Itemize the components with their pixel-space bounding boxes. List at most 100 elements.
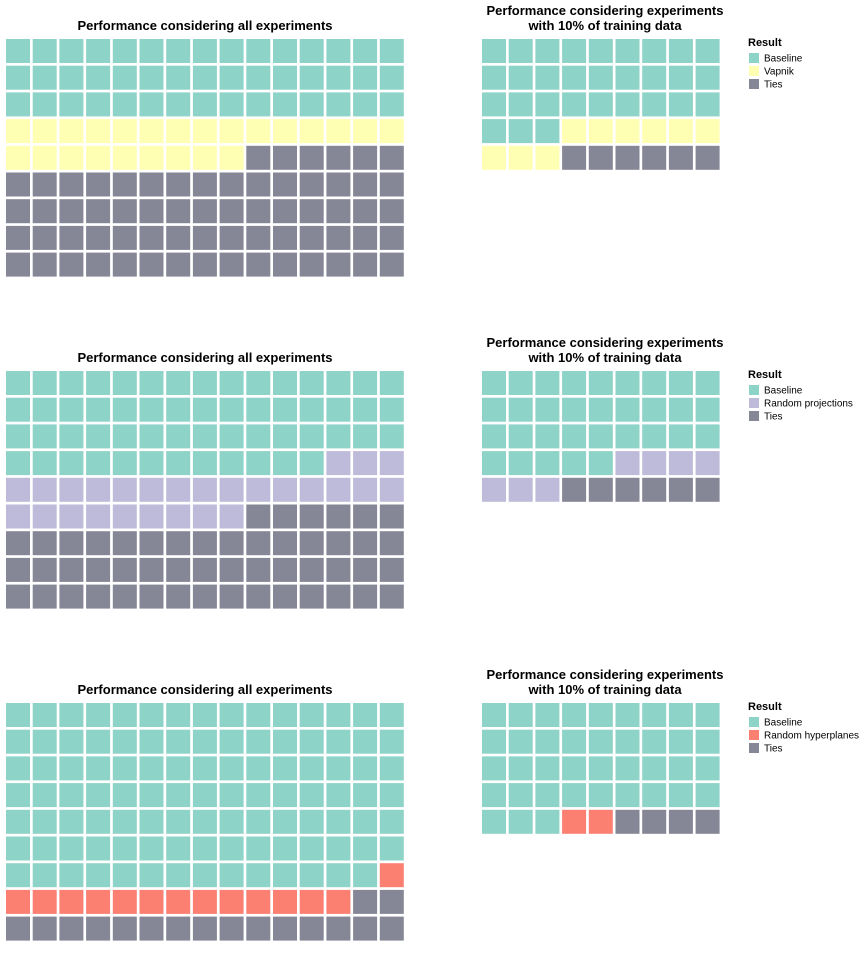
waffle-cell-baseline: [535, 703, 560, 727]
waffle-cell-ties: [326, 504, 351, 529]
waffle-cell-baseline: [219, 65, 244, 90]
waffle-cell-baseline: [508, 809, 533, 834]
waffle-cell-baseline: [219, 371, 244, 395]
waffle-cell-baseline: [299, 783, 324, 808]
waffle-cell-baseline: [6, 783, 30, 808]
waffle-cell-ties: [192, 225, 217, 250]
waffle-cell-baseline: [379, 92, 404, 117]
waffle-cell-ties: [353, 199, 378, 224]
waffle-cell-ties: [86, 225, 111, 250]
waffle-cell-baseline: [32, 809, 57, 834]
waffle-cell-baseline: [166, 836, 191, 861]
waffle-cell-ties: [562, 145, 587, 170]
waffle-cell-ties: [6, 199, 30, 224]
waffle-cell-baseline: [112, 397, 137, 422]
waffle-cell-vapnik: [166, 145, 191, 170]
waffle-cell-ties: [86, 557, 111, 582]
waffle-cell-ties: [326, 225, 351, 250]
waffle-cell-baseline: [6, 809, 30, 834]
waffle-cell-baseline: [508, 119, 533, 144]
waffle-cell-ties: [166, 531, 191, 556]
waffle-cell-ties: [588, 477, 613, 502]
waffle-cell-baseline: [482, 39, 506, 63]
waffle-cell-baseline: [6, 424, 30, 449]
waffle-cell-baseline: [299, 809, 324, 834]
waffle-cell-baseline: [588, 65, 613, 90]
waffle-cell-baseline: [112, 809, 137, 834]
waffle-cell-baseline: [219, 729, 244, 754]
waffle-cell-ties: [86, 199, 111, 224]
waffle-cell-ties: [219, 584, 244, 609]
waffle-cell-vapnik: [59, 119, 84, 144]
waffle-cell-baseline: [353, 729, 378, 754]
waffle-cell-ties: [299, 916, 324, 941]
waffle-cell-ties: [273, 504, 297, 529]
waffle-cell-baseline: [562, 424, 587, 449]
waffle-cell-random-projections: [86, 477, 111, 502]
waffle-cell-ties: [59, 557, 84, 582]
waffle-cell-ties: [273, 252, 297, 277]
waffle-cell-baseline: [642, 39, 667, 63]
legend-label-ties: Ties: [764, 412, 783, 423]
legend-label-ties: Ties: [764, 80, 783, 91]
waffle-cell-ties: [139, 172, 164, 197]
waffle-cell-ties: [379, 504, 404, 529]
chart-title: with 10% of training data: [527, 18, 682, 33]
waffle-cell-baseline: [32, 65, 57, 90]
waffle-cell-baseline: [139, 39, 164, 63]
waffle-cell-baseline: [192, 729, 217, 754]
waffle-cell-baseline: [32, 424, 57, 449]
waffle-cell-baseline: [508, 39, 533, 63]
waffle-cell-ties: [192, 916, 217, 941]
waffle-cell-baseline: [642, 703, 667, 727]
waffle-cell-baseline: [508, 65, 533, 90]
legend-label-random-hyperplanes: Random hyperplanes: [764, 731, 859, 742]
waffle-cell-baseline: [508, 783, 533, 808]
legend-swatch-baseline: [749, 717, 759, 727]
waffle-cell-baseline: [139, 756, 164, 781]
waffle-cell-ties: [273, 584, 297, 609]
waffle-cell-baseline: [166, 729, 191, 754]
waffle-cell-ties: [326, 916, 351, 941]
waffle-cell-baseline: [668, 424, 693, 449]
waffle-cell-ties: [642, 145, 667, 170]
waffle-cell-baseline: [299, 92, 324, 117]
waffle-cell-random-projections: [59, 477, 84, 502]
waffle-cell-baseline: [246, 451, 271, 476]
waffle-cell-random-hyperplanes: [588, 809, 613, 834]
waffle-cell-vapnik: [668, 119, 693, 144]
waffle-cell-baseline: [668, 756, 693, 781]
waffle-cell-baseline: [508, 451, 533, 476]
waffle-cell-ties: [192, 199, 217, 224]
waffle-cell-ties: [6, 252, 30, 277]
waffle-cell-baseline: [508, 92, 533, 117]
waffle-cell-random-hyperplanes: [273, 889, 297, 914]
waffle-cell-baseline: [273, 729, 297, 754]
waffle-cell-baseline: [273, 397, 297, 422]
waffle-cell-ties: [299, 199, 324, 224]
waffle-cell-baseline: [562, 39, 587, 63]
waffle-cell-random-hyperplanes: [59, 889, 84, 914]
waffle-cell-baseline: [668, 397, 693, 422]
waffle-cell-baseline: [588, 371, 613, 395]
waffle-cell-ties: [32, 199, 57, 224]
waffle-cell-random-hyperplanes: [379, 863, 404, 888]
waffle-cell-baseline: [59, 39, 84, 63]
waffle-cell-baseline: [535, 39, 560, 63]
waffle-cell-baseline: [482, 92, 506, 117]
waffle-cell-random-hyperplanes: [299, 889, 324, 914]
waffle-cell-baseline: [615, 424, 640, 449]
waffle-cell-baseline: [642, 371, 667, 395]
waffle-cell-random-projections: [535, 477, 560, 502]
waffle-cell-baseline: [353, 65, 378, 90]
waffle-cell-vapnik: [642, 119, 667, 144]
waffle-cell-vapnik: [192, 145, 217, 170]
waffle-cell-ties: [588, 145, 613, 170]
waffle-cell-baseline: [192, 756, 217, 781]
waffle-cell-baseline: [32, 863, 57, 888]
waffle-cell-baseline: [615, 783, 640, 808]
waffle-cell-baseline: [695, 424, 720, 449]
waffle-cell-baseline: [246, 92, 271, 117]
waffle-cell-baseline: [273, 836, 297, 861]
waffle-cell-baseline: [112, 371, 137, 395]
